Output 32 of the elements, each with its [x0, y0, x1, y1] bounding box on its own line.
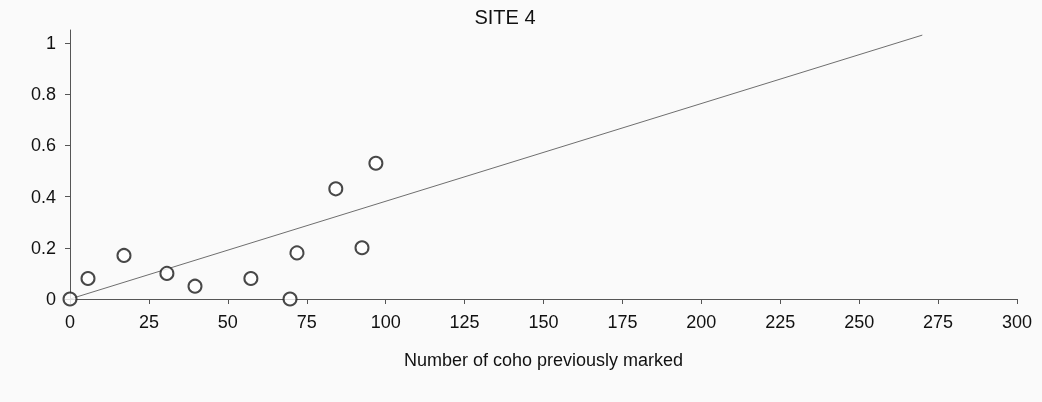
point [243, 271, 259, 286]
x-tick-label: 250 [844, 312, 875, 332]
x-tick-label: 125 [449, 312, 480, 332]
point [354, 240, 370, 256]
x-tick-label: 300 [1001, 312, 1033, 332]
point [159, 265, 175, 281]
x-tick-label: 225 [765, 312, 796, 332]
x-tick-label: 100 [370, 312, 401, 332]
x-tick-label: 75 [296, 312, 317, 332]
point [187, 278, 203, 294]
point [289, 245, 305, 261]
x-tick-label: 25 [138, 312, 159, 332]
x-tick-label: 275 [923, 312, 954, 332]
x-axis-title: Number of coho previously marked [403, 350, 684, 370]
y-tick-label: 0.4 [30, 186, 56, 207]
point [282, 291, 298, 307]
chart-title: SITE 4 [474, 6, 536, 28]
y-tick-label: 0.6 [30, 135, 56, 156]
point [62, 291, 78, 307]
x-tick-label: 175 [607, 312, 638, 332]
x-tick-label: 0 [64, 312, 76, 332]
x-tick-label: 200 [686, 312, 717, 332]
y-tick-label: 1 [45, 32, 56, 53]
point [116, 247, 132, 263]
point [368, 155, 384, 171]
x-tick-label: 50 [217, 312, 238, 332]
point [328, 181, 344, 197]
point [80, 271, 96, 286]
y-tick-label: 0 [45, 289, 56, 309]
y-tick-label: 0.2 [30, 237, 56, 258]
x-tick-label: 150 [528, 312, 559, 332]
y-tick-label: 0.8 [30, 84, 56, 105]
